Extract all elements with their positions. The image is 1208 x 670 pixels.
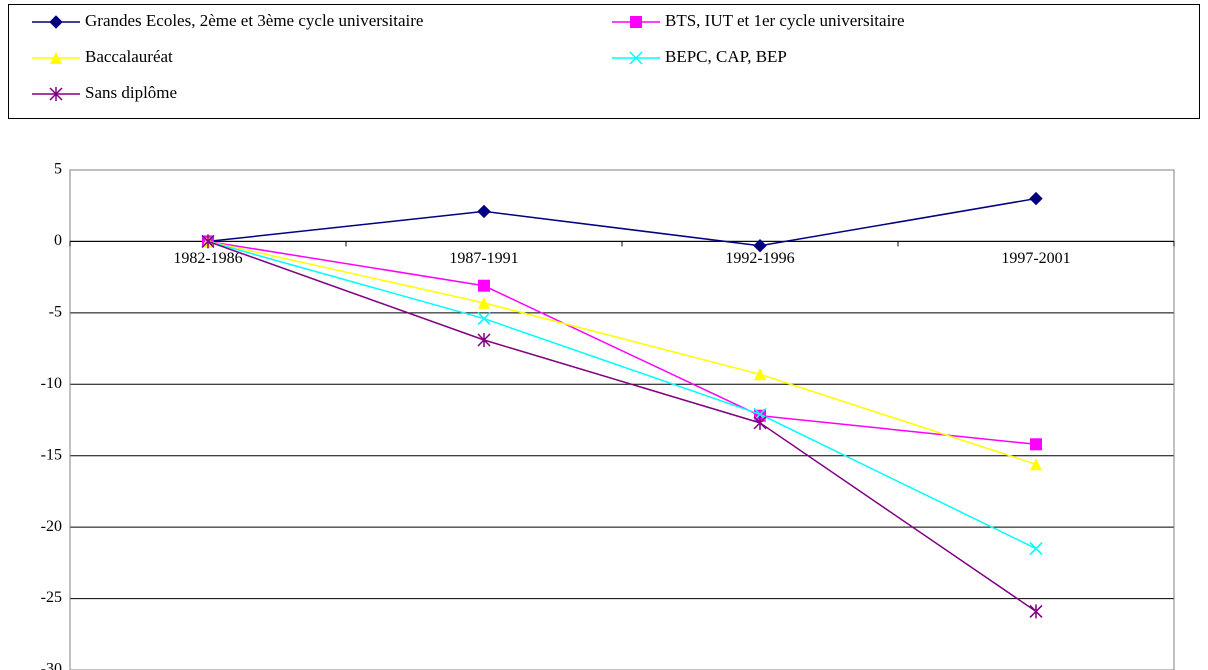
marker <box>478 296 490 309</box>
legend-label: BEPC, CAP, BEP <box>665 47 787 66</box>
y-tick-label: -15 <box>41 446 62 463</box>
marker <box>630 16 642 28</box>
x-tick-label: 1992-1996 <box>725 250 794 267</box>
marker <box>49 15 63 29</box>
marker <box>201 234 215 249</box>
marker <box>753 239 767 253</box>
y-tick-label: -30 <box>41 661 62 670</box>
x-tick-label: 1987-1991 <box>449 250 518 267</box>
y-tick-label: -5 <box>49 304 62 321</box>
series-line <box>207 197 1037 247</box>
marker <box>754 368 766 381</box>
marker <box>1029 542 1043 556</box>
x-tick-label: 1982-1986 <box>173 250 242 267</box>
y-tick-label: -25 <box>41 589 62 606</box>
marker <box>477 312 491 326</box>
marker <box>49 87 63 101</box>
plot-border <box>69 169 1175 670</box>
y-tick-label: -20 <box>41 518 62 535</box>
series-line <box>207 240 1037 613</box>
legend-box <box>8 4 1200 119</box>
marker <box>50 52 62 64</box>
marker <box>1030 458 1042 471</box>
series-line <box>207 240 1037 446</box>
x-tick-label: 1997-2001 <box>1001 250 1070 267</box>
y-tick-label: -10 <box>41 375 62 392</box>
marker <box>478 279 490 292</box>
marker <box>1030 438 1042 451</box>
marker <box>477 333 491 347</box>
series-line <box>207 240 1037 465</box>
series-line <box>207 240 1037 550</box>
legend-label: Sans diplôme <box>85 83 177 102</box>
marker <box>1029 604 1043 619</box>
marker <box>753 415 767 430</box>
marker <box>629 51 643 65</box>
legend-label: Baccalauréat <box>85 47 173 66</box>
legend-label: BTS, IUT et 1er cycle universitaire <box>665 11 905 30</box>
legend-label: Grandes Ecoles, 2ème et 3ème cycle unive… <box>85 11 423 30</box>
y-tick-label: 5 <box>54 161 62 178</box>
marker <box>1029 191 1043 206</box>
marker <box>477 204 491 219</box>
y-tick-label: 0 <box>54 232 62 249</box>
